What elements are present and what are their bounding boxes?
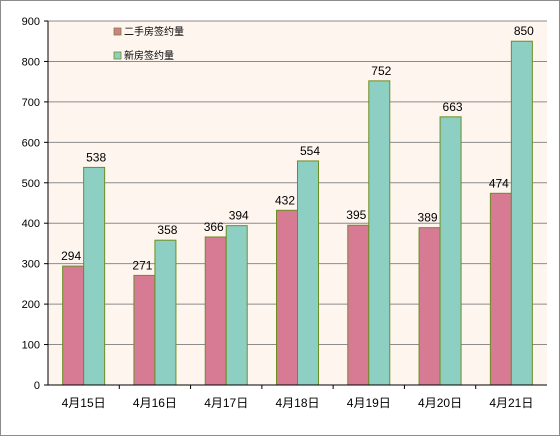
y-tick-label: 0	[34, 380, 40, 392]
data-label: 474	[489, 176, 509, 190]
legend-swatch	[113, 27, 122, 36]
data-label: 294	[61, 249, 81, 263]
data-label: 366	[204, 220, 224, 234]
x-tick-label: 4月20日	[418, 396, 462, 410]
x-tick-label: 4月16日	[133, 396, 177, 410]
data-label: 554	[300, 144, 320, 158]
x-tick-label: 4月17日	[204, 396, 248, 410]
legend-swatch	[113, 51, 122, 60]
bars	[62, 40, 533, 386]
y-tick-label: 900	[22, 16, 40, 28]
y-tick-label: 500	[22, 178, 40, 190]
y-tick-label: 700	[22, 97, 40, 109]
bar-new-home	[225, 225, 248, 386]
bar-second-hand	[276, 209, 298, 386]
x-axis-ticks: 4月15日 4月16日 4月17日 4月18日 4月19日 4月20日 4月21日	[62, 385, 533, 410]
bar-second-hand	[418, 227, 441, 386]
y-tick-label: 400	[22, 218, 40, 230]
y-tick-label: 800	[22, 56, 40, 68]
y-tick-label: 100	[22, 340, 40, 352]
bar-second-hand	[62, 265, 85, 386]
y-axis-ticks: 0 100 200 300 400 500 600 700 800 900	[22, 16, 48, 392]
data-label: 850	[514, 24, 534, 38]
bar-second-hand	[204, 236, 227, 386]
data-label: 663	[443, 100, 463, 114]
legend-label: 新房签约量	[124, 49, 174, 62]
bar-new-home	[510, 40, 533, 386]
x-tick-label: 4月15日	[62, 396, 106, 410]
bar-new-home	[154, 239, 177, 386]
bar-second-hand	[133, 274, 156, 386]
data-label: 358	[157, 223, 177, 237]
y-tick-label: 600	[22, 137, 40, 149]
x-tick-label: 4月21日	[489, 396, 533, 410]
data-label: 395	[346, 208, 366, 222]
bar-second-hand	[489, 192, 512, 386]
data-label: 752	[371, 64, 391, 78]
bar-second-hand	[347, 224, 370, 386]
bar-new-home	[439, 116, 462, 386]
bar-new-home	[297, 160, 319, 386]
x-tick-label: 4月19日	[347, 396, 391, 410]
legend-label: 二手房签约量	[124, 25, 184, 38]
bar-new-home	[83, 166, 106, 386]
data-label: 271	[132, 258, 152, 272]
data-label: 538	[86, 150, 106, 164]
data-label: 389	[418, 211, 438, 225]
y-tick-label: 200	[22, 299, 40, 311]
data-labels: 294 538 271 358 366 394 432 554 395 752 389 663 474 8…	[61, 24, 534, 272]
bar-new-home	[368, 80, 391, 386]
y-tick-label: 300	[22, 259, 40, 271]
x-tick-label: 4月18日	[275, 396, 319, 410]
data-label: 432	[275, 193, 295, 207]
data-label: 394	[229, 209, 249, 223]
